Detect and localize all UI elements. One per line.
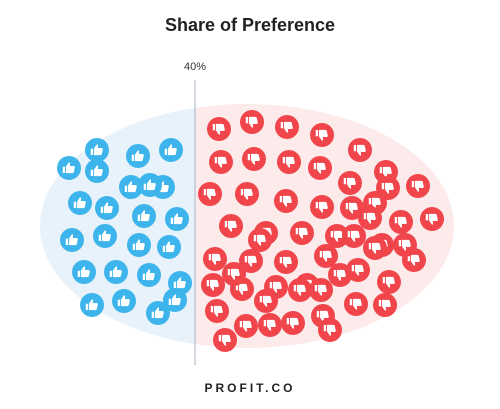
thumbs-down-icon xyxy=(209,150,233,174)
thumbs-up-icon xyxy=(104,260,128,284)
icon-grid xyxy=(57,110,444,352)
thumbs-up-icon xyxy=(72,260,96,284)
thumbs-down-icon xyxy=(235,182,259,206)
thumbs-down-icon xyxy=(363,236,387,260)
thumbs-down-icon xyxy=(274,250,298,274)
thumbs-down-icon xyxy=(198,182,222,206)
thumbs-up-icon xyxy=(157,235,181,259)
thumbs-down-icon xyxy=(377,270,401,294)
thumbs-down-icon xyxy=(406,174,430,198)
thumbs-down-icon xyxy=(348,138,372,162)
thumbs-down-icon xyxy=(420,207,444,231)
thumbs-down-icon xyxy=(222,262,246,286)
thumbs-down-icon xyxy=(310,123,334,147)
thumbs-down-icon xyxy=(248,228,272,252)
thumbs-down-icon xyxy=(258,313,282,337)
thumbs-down-icon xyxy=(274,189,298,213)
thumbs-down-icon xyxy=(201,273,225,297)
thumbs-down-icon xyxy=(219,214,243,238)
thumbs-down-icon xyxy=(338,171,362,195)
thumbs-down-icon xyxy=(290,221,314,245)
thumbs-down-icon xyxy=(373,293,397,317)
thumbs-down-icon xyxy=(240,110,264,134)
thumbs-down-icon xyxy=(325,224,349,248)
thumbs-down-icon xyxy=(205,299,229,323)
thumbs-down-icon xyxy=(328,263,352,287)
thumbs-up-icon xyxy=(165,207,189,231)
thumbs-up-icon xyxy=(60,228,84,252)
thumbs-down-icon xyxy=(358,206,382,230)
thumbs-up-icon xyxy=(146,301,170,325)
thumbs-up-icon xyxy=(80,293,104,317)
thumbs-down-icon xyxy=(340,196,364,220)
divider-label: 40% xyxy=(184,61,206,73)
thumbs-up-icon xyxy=(126,144,150,168)
thumbs-up-icon xyxy=(93,224,117,248)
thumbs-up-icon xyxy=(159,138,183,162)
thumbs-up-icon xyxy=(85,138,109,162)
thumbs-up-icon xyxy=(138,173,162,197)
thumbs-down-icon xyxy=(234,314,258,338)
chart-title: Share of Preference xyxy=(165,15,335,35)
thumbs-up-icon xyxy=(132,204,156,228)
thumbs-up-icon xyxy=(68,191,92,215)
thumbs-up-icon xyxy=(137,263,161,287)
thumbs-down-icon xyxy=(213,328,237,352)
thumbs-down-icon xyxy=(242,147,266,171)
thumbs-up-icon xyxy=(57,156,81,180)
thumbs-down-icon xyxy=(314,244,338,268)
thumbs-up-icon xyxy=(85,159,109,183)
thumbs-down-icon xyxy=(288,278,312,302)
thumbs-down-icon xyxy=(376,176,400,200)
thumbs-down-icon xyxy=(203,247,227,271)
thumbs-down-icon xyxy=(344,292,368,316)
thumbs-down-icon xyxy=(342,224,366,248)
thumbs-down-icon xyxy=(310,195,334,219)
thumbs-down-icon xyxy=(239,249,263,273)
thumbs-down-icon xyxy=(346,258,370,282)
thumbs-up-icon xyxy=(127,233,151,257)
thumbs-down-icon xyxy=(309,278,333,302)
thumbs-up-icon xyxy=(112,289,136,313)
thumbs-down-icon xyxy=(254,289,278,313)
thumbs-up-icon xyxy=(95,196,119,220)
thumbs-down-icon xyxy=(275,115,299,139)
thumbs-down-icon xyxy=(393,233,417,257)
thumbs-down-icon xyxy=(277,150,301,174)
thumbs-down-icon xyxy=(389,210,413,234)
thumbs-down-icon xyxy=(207,117,231,141)
profit-co-logo: PROFIT.CO xyxy=(204,381,295,395)
thumbs-down-icon xyxy=(318,318,342,342)
thumbs-down-icon xyxy=(281,311,305,335)
thumbs-up-icon xyxy=(163,288,187,312)
thumbs-down-icon xyxy=(308,156,332,180)
thumbs-up-icon xyxy=(119,175,143,199)
